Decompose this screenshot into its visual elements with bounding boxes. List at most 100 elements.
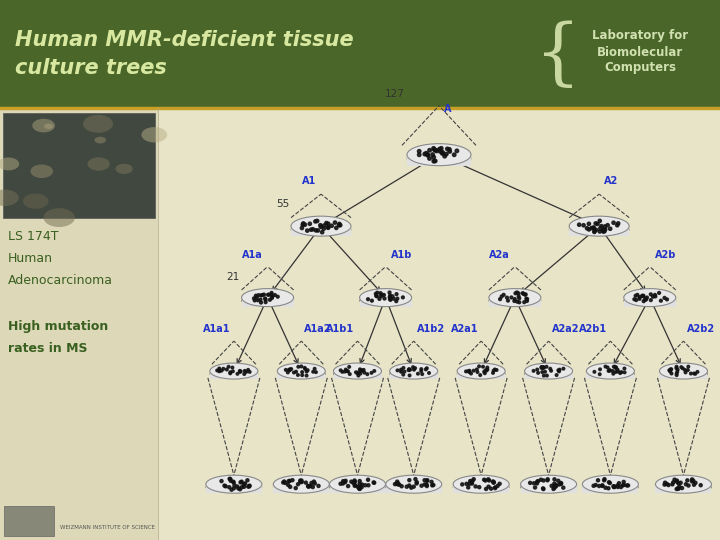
Circle shape — [612, 485, 616, 488]
Circle shape — [635, 299, 638, 301]
Circle shape — [225, 368, 228, 371]
Circle shape — [282, 481, 285, 484]
Text: A1b1: A1b1 — [326, 324, 354, 334]
FancyBboxPatch shape — [390, 371, 438, 379]
Circle shape — [341, 370, 343, 373]
Circle shape — [471, 480, 474, 483]
Circle shape — [696, 370, 699, 373]
Circle shape — [248, 485, 251, 488]
Circle shape — [660, 299, 662, 302]
Circle shape — [376, 291, 379, 294]
Text: A2a: A2a — [489, 249, 510, 260]
Circle shape — [517, 295, 520, 298]
Circle shape — [355, 371, 357, 374]
Text: Biomolecular: Biomolecular — [597, 45, 683, 58]
Ellipse shape — [359, 296, 412, 305]
Circle shape — [596, 222, 599, 226]
Circle shape — [270, 293, 273, 296]
Circle shape — [253, 297, 256, 300]
FancyBboxPatch shape — [660, 371, 708, 379]
Circle shape — [359, 372, 361, 375]
Circle shape — [593, 230, 596, 233]
Text: Human MMR-deficient tissue: Human MMR-deficient tissue — [15, 30, 354, 50]
Circle shape — [344, 480, 347, 482]
Text: A1: A1 — [302, 176, 316, 186]
Circle shape — [235, 485, 239, 488]
Circle shape — [307, 485, 310, 488]
Circle shape — [283, 480, 286, 483]
Circle shape — [435, 149, 438, 153]
Circle shape — [498, 482, 501, 485]
Circle shape — [680, 366, 683, 368]
Circle shape — [232, 370, 234, 373]
Circle shape — [553, 478, 556, 481]
Circle shape — [388, 296, 391, 299]
Circle shape — [239, 370, 242, 373]
Circle shape — [552, 488, 555, 490]
Circle shape — [513, 300, 516, 302]
Circle shape — [304, 368, 307, 370]
Circle shape — [464, 370, 467, 373]
Circle shape — [389, 299, 392, 301]
Circle shape — [395, 482, 398, 485]
Circle shape — [264, 298, 267, 301]
Circle shape — [516, 300, 518, 303]
Circle shape — [297, 374, 300, 376]
Circle shape — [432, 156, 436, 159]
Circle shape — [532, 482, 536, 485]
Circle shape — [432, 147, 436, 150]
Circle shape — [374, 292, 377, 295]
Circle shape — [271, 296, 274, 300]
Circle shape — [415, 481, 418, 484]
Circle shape — [623, 367, 626, 370]
Circle shape — [402, 296, 405, 299]
Ellipse shape — [582, 483, 639, 492]
Circle shape — [616, 224, 619, 227]
Circle shape — [428, 372, 431, 374]
Circle shape — [558, 370, 560, 373]
Circle shape — [380, 293, 383, 296]
Circle shape — [335, 226, 338, 230]
Circle shape — [549, 367, 552, 370]
Circle shape — [257, 294, 260, 296]
Circle shape — [599, 227, 602, 230]
Circle shape — [475, 368, 478, 371]
Circle shape — [418, 153, 421, 157]
Circle shape — [330, 224, 333, 227]
Circle shape — [676, 368, 679, 371]
Circle shape — [315, 229, 318, 232]
Circle shape — [354, 480, 356, 483]
Circle shape — [612, 221, 615, 225]
Circle shape — [541, 367, 544, 369]
Circle shape — [470, 482, 474, 485]
Circle shape — [540, 366, 543, 368]
Circle shape — [237, 487, 240, 490]
Circle shape — [294, 370, 297, 373]
Circle shape — [492, 372, 495, 374]
Circle shape — [408, 374, 411, 377]
Circle shape — [420, 368, 423, 370]
Text: A1b: A1b — [391, 249, 412, 260]
Ellipse shape — [0, 158, 19, 171]
Text: High mutation: High mutation — [8, 320, 108, 333]
Circle shape — [654, 295, 657, 298]
FancyBboxPatch shape — [291, 226, 351, 236]
Circle shape — [611, 370, 614, 372]
Circle shape — [675, 366, 678, 368]
Circle shape — [287, 369, 290, 372]
Circle shape — [503, 293, 505, 296]
Ellipse shape — [386, 475, 441, 493]
Circle shape — [608, 369, 611, 372]
Circle shape — [300, 226, 304, 230]
Ellipse shape — [521, 483, 577, 492]
Circle shape — [496, 484, 499, 488]
Circle shape — [482, 366, 485, 368]
Circle shape — [670, 368, 672, 370]
Circle shape — [389, 298, 392, 301]
Ellipse shape — [333, 370, 382, 378]
Ellipse shape — [386, 483, 441, 492]
Circle shape — [228, 485, 231, 489]
Circle shape — [322, 227, 325, 230]
Circle shape — [354, 483, 356, 487]
Circle shape — [604, 486, 607, 489]
